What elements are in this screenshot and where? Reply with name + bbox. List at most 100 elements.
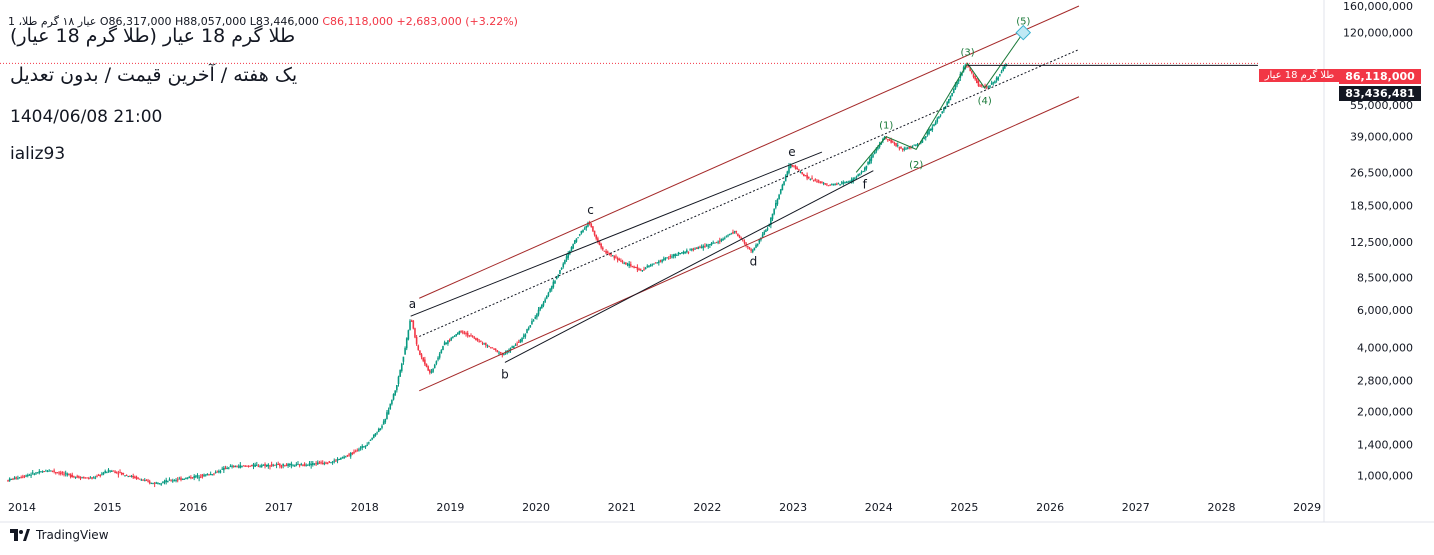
candle-body [231,465,233,467]
candle-body [554,280,556,284]
candle-body [224,467,227,470]
candle-body [369,439,372,441]
candle-body [620,260,622,262]
candle-body [265,464,268,467]
candle-body [583,228,586,230]
wave-label-e: e [788,145,795,159]
candle-body [806,174,808,179]
candle-body [204,474,207,476]
candle-body [798,169,800,171]
candle-body [887,139,889,141]
candle-body [427,366,429,371]
candle-body [661,259,663,262]
candle-body [710,242,713,245]
candle-body [839,184,841,186]
candle-body [279,464,281,467]
candle-body [544,299,546,303]
candle-body [257,466,260,468]
candle-body [94,477,97,479]
candle-body [481,342,484,344]
candle-body [374,433,377,436]
candle-body [659,260,662,262]
candle-body [931,127,934,131]
candle-body [628,263,630,267]
x-tick-label: 2014 [8,501,36,514]
candle-body [251,464,253,466]
y-tick-label: 55,000,000 [1350,99,1413,112]
candle-body [58,472,60,474]
candle-body [298,464,301,466]
candle-body [312,462,314,465]
candle-body [715,242,718,244]
candle-body [288,464,291,466]
candle-body [12,478,14,480]
candle-body [475,337,477,341]
ohlc-legend: 1 ،عیار ۱۸ گرم طلا O86,317,000 H88,057,0… [8,15,518,28]
candle-body [214,472,217,474]
candle-body [748,247,751,249]
candle-body [158,483,161,485]
candle-body [333,460,336,462]
candle-body [735,230,738,233]
tradingview-logo-icon [10,529,30,541]
y-tick-label: 1,000,000 [1357,470,1413,483]
candle-body [392,394,395,400]
candle-body [358,449,360,451]
x-tick-label: 2015 [94,501,122,514]
candle-body [435,361,438,364]
candle-body [730,233,733,235]
candle-body [198,477,200,479]
candle-body [302,464,304,466]
candle-body [53,470,55,472]
candle-body [778,194,780,200]
candle-body [351,453,354,455]
candle-body [873,151,876,154]
candle-body [208,474,210,476]
y-tick-label: 18,500,000 [1350,200,1413,213]
candle-body [300,463,303,465]
candle-body [934,122,937,125]
candle-body [488,345,490,347]
candle-body [976,78,978,84]
candle-body [236,466,238,468]
x-tick-label: 2023 [779,501,807,514]
candle-body [201,474,204,477]
candle-body [328,461,331,463]
candle-body [237,466,240,468]
candle-body [71,474,74,478]
candle-body [560,267,563,270]
candle-body [781,184,784,191]
candle-body [832,184,835,186]
candle-body [259,465,261,467]
candle-body [840,182,843,184]
candle-body [513,346,515,349]
candle-body [803,174,805,177]
candle-body [122,472,125,475]
candle-body [771,213,774,220]
candle-body [831,183,833,185]
candle-body [573,240,576,244]
candle-body [213,473,215,475]
candle-body [17,478,19,480]
candle-body [694,248,696,250]
candle-body [458,331,461,334]
candle-body [1002,67,1004,71]
candle-body [587,222,589,227]
candle-body [483,343,485,345]
impulse-wave-path [855,32,1024,173]
candle-body [829,184,831,186]
wave-label-d: d [750,255,758,269]
candle-body [167,481,169,483]
candle-body [679,253,682,255]
candle-body [175,480,177,482]
candle-body [994,81,996,84]
change-value: +2,683,000 (+3.22%) [396,15,518,28]
candle-body [868,159,871,164]
candle-body [733,231,736,233]
impulse-label: (4) [978,96,992,107]
x-tick-label: 2020 [522,501,550,514]
candle-body [114,471,116,474]
candle-body [163,481,166,483]
tradingview-brand[interactable]: TradingView [10,528,109,542]
candle-body [145,479,148,481]
